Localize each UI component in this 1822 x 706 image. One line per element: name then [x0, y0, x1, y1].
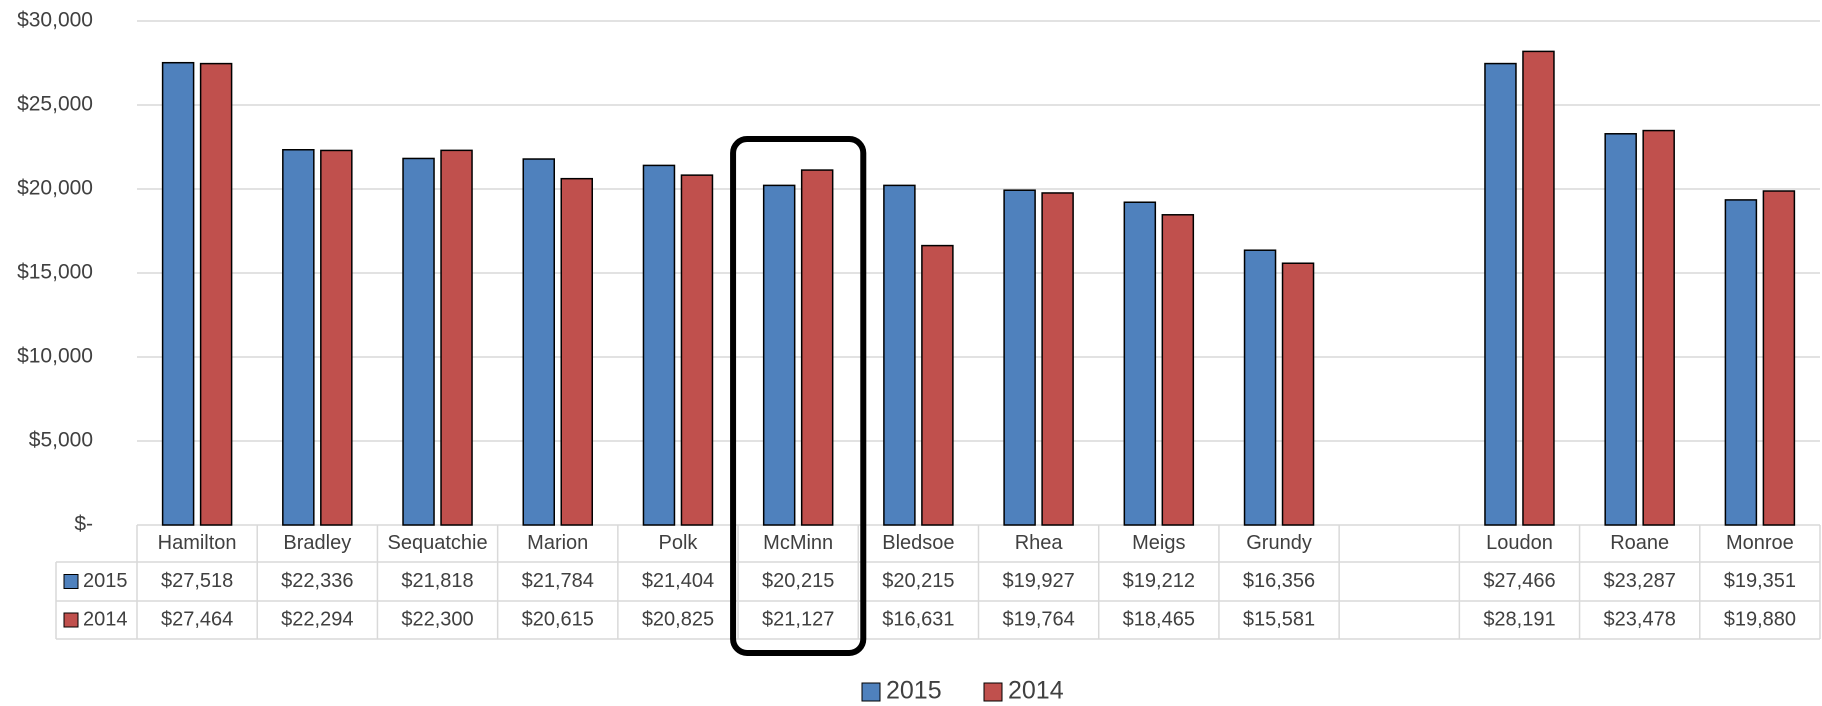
x-tick-label: Monroe [1726, 532, 1794, 554]
bar [921, 244, 954, 526]
bar [402, 157, 435, 526]
bar [883, 184, 916, 526]
x-tick-label: Grundy [1246, 532, 1312, 554]
table-value: $23,478 [1604, 608, 1676, 630]
bar [1003, 189, 1036, 526]
legend-key [861, 682, 881, 702]
x-tick-label: Loudon [1486, 532, 1553, 554]
bar [1484, 62, 1517, 526]
row-header: 2015 [83, 570, 128, 592]
legend-label: 2014 [1008, 677, 1064, 705]
bar [762, 184, 796, 526]
bar [1123, 201, 1157, 526]
table-value: $21,784 [522, 570, 594, 592]
table-value: $19,927 [1002, 570, 1074, 592]
x-tick-label: Hamilton [158, 532, 237, 554]
bar [1243, 249, 1277, 526]
table-value: $19,351 [1724, 570, 1796, 592]
bar [1604, 133, 1637, 526]
x-tick-label: McMinn [763, 532, 833, 554]
table-value: $23,287 [1604, 570, 1676, 592]
table-value: $27,466 [1483, 570, 1555, 592]
legend-label: 2015 [886, 677, 942, 705]
table-value: $20,215 [882, 570, 954, 592]
bar [1522, 50, 1555, 526]
bar [560, 177, 593, 526]
bar [800, 169, 834, 526]
bar [680, 174, 714, 526]
x-tick-label: Bradley [283, 532, 351, 554]
table-value: $20,615 [522, 608, 594, 630]
x-tick-label: Roane [1610, 532, 1669, 554]
bar [1161, 214, 1195, 526]
row-header: 2014 [83, 608, 128, 630]
table-value: $19,880 [1724, 608, 1796, 630]
table-value: $28,191 [1483, 608, 1555, 630]
table-value: $21,127 [762, 608, 834, 630]
table-value: $20,825 [642, 608, 714, 630]
x-tick-label: Rhea [1015, 532, 1064, 554]
highlight-box [730, 136, 867, 656]
row-key [63, 612, 79, 628]
table-value: $15,581 [1243, 608, 1315, 630]
table-value: $19,212 [1123, 570, 1195, 592]
x-tick-label: Marion [527, 532, 588, 554]
x-tick-label: Bledsoe [882, 532, 954, 554]
y-tick-label: $20,000 [17, 177, 93, 200]
y-tick-label: $30,000 [17, 9, 93, 32]
table-value: $21,404 [642, 570, 714, 592]
table-value: $22,300 [401, 608, 473, 630]
table-value: $21,818 [401, 570, 473, 592]
bar [1762, 190, 1796, 526]
bar [161, 61, 195, 526]
bar [1642, 129, 1675, 526]
table-value: $18,465 [1123, 608, 1195, 630]
table-value: $27,464 [161, 608, 233, 630]
table-value: $20,215 [762, 570, 834, 592]
y-tick-label: $25,000 [17, 93, 93, 116]
y-tick-label: $10,000 [17, 345, 93, 368]
table-value: $19,764 [1002, 608, 1074, 630]
legend-key [983, 682, 1003, 702]
row-key [63, 574, 79, 589]
y-tick-label: $- [74, 513, 93, 536]
bar [1041, 192, 1074, 526]
table-value: $16,631 [882, 608, 954, 630]
table-value: $16,356 [1243, 570, 1315, 592]
bar [320, 149, 353, 526]
table-value: $27,518 [161, 570, 233, 592]
x-tick-label: Meigs [1132, 532, 1185, 554]
bar [199, 62, 233, 526]
bar [1281, 262, 1315, 526]
y-tick-label: $5,000 [29, 429, 93, 452]
table-value: $22,294 [281, 608, 353, 630]
bar [1724, 199, 1758, 526]
bar [522, 158, 555, 526]
x-tick-label: Polk [659, 532, 699, 554]
bar [282, 149, 315, 526]
table-value: $22,336 [281, 570, 353, 592]
bar [642, 164, 676, 526]
y-tick-label: $15,000 [17, 261, 93, 284]
x-tick-label: Sequatchie [387, 532, 487, 554]
bar [440, 149, 473, 526]
